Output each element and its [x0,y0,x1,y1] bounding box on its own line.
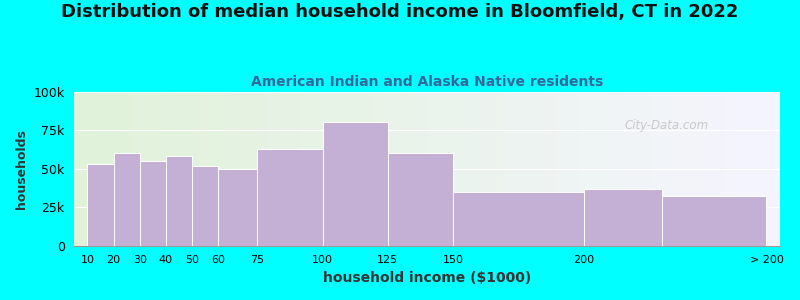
Bar [192,166,218,246]
Bar [218,169,258,246]
Bar [322,122,388,246]
Bar [258,148,322,246]
Bar [140,161,166,246]
Bar [584,189,662,246]
Bar [662,196,766,246]
Y-axis label: households: households [15,129,28,208]
Bar [114,153,140,246]
Bar [453,192,584,246]
Bar [166,156,192,246]
Bar [87,164,114,246]
Text: Distribution of median household income in Bloomfield, CT in 2022: Distribution of median household income … [62,3,738,21]
Text: City-Data.com: City-Data.com [625,119,709,132]
Title: American Indian and Alaska Native residents: American Indian and Alaska Native reside… [251,75,603,89]
X-axis label: household income ($1000): household income ($1000) [323,271,531,285]
Bar [388,153,453,246]
